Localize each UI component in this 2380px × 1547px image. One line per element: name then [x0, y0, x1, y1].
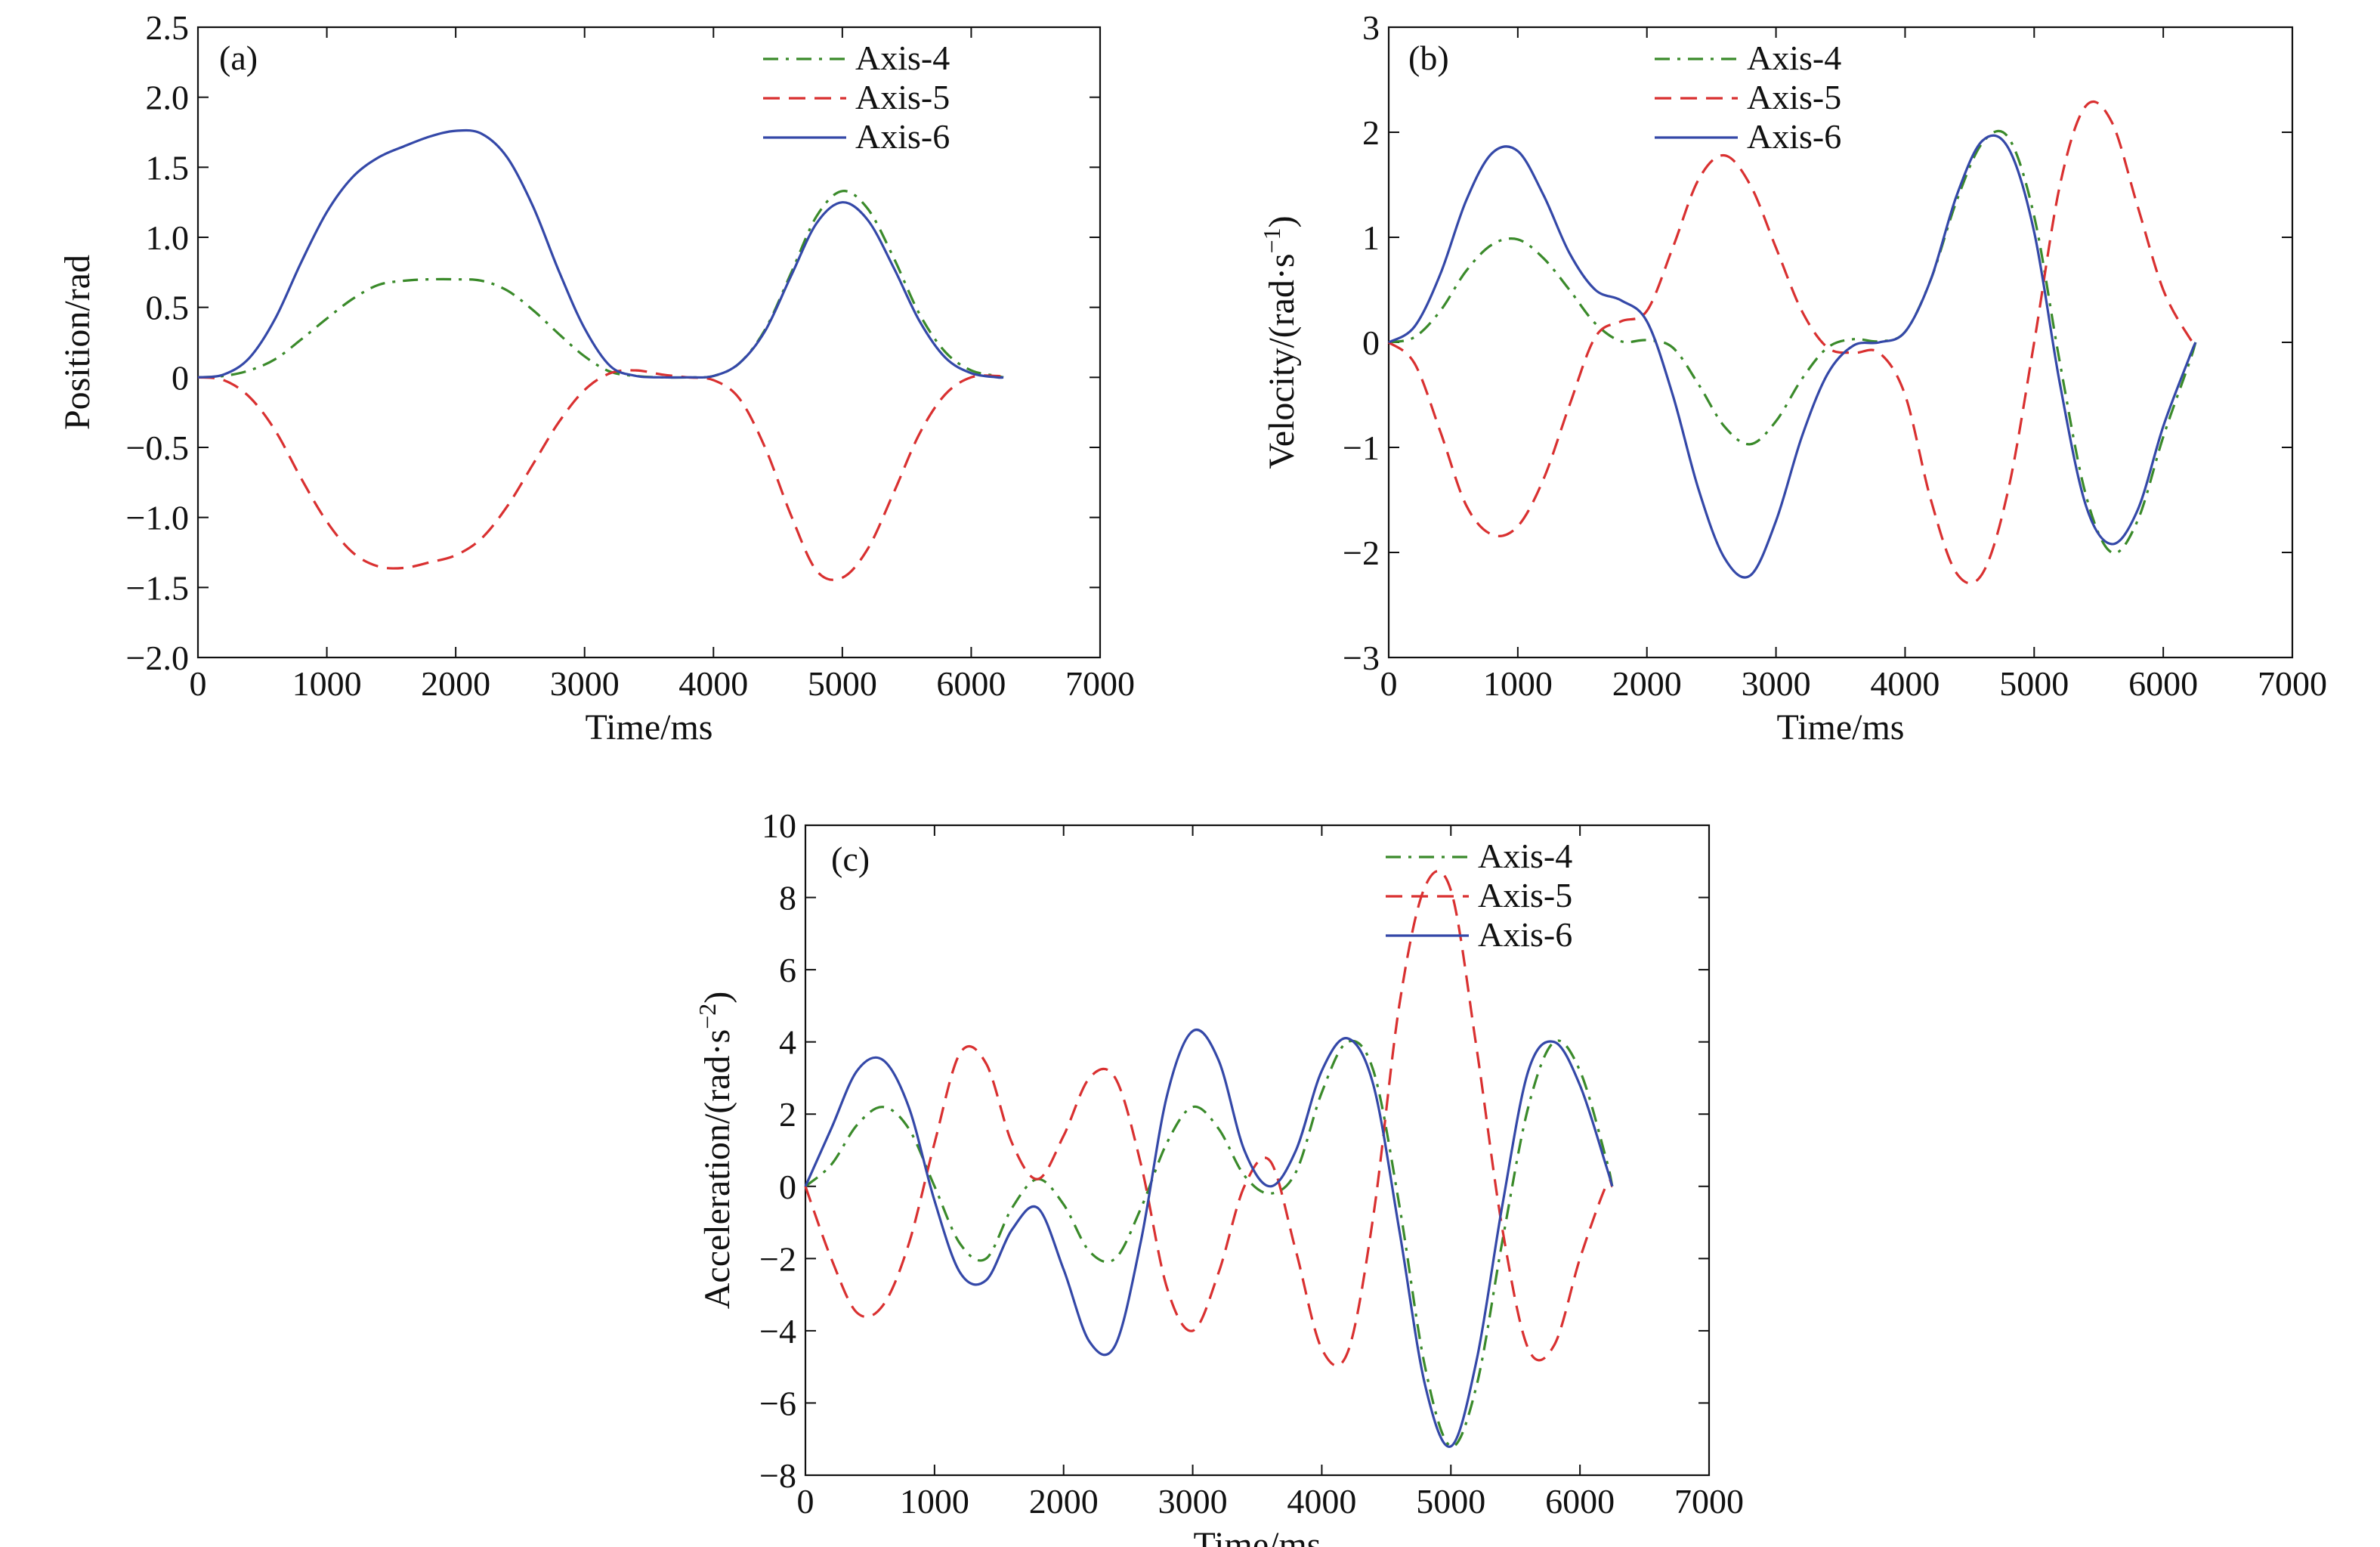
- x-tick-label: 3000: [1742, 664, 1811, 703]
- y-tick-label: −3: [1343, 639, 1380, 677]
- legend-label: Axis-6: [1747, 117, 1841, 156]
- x-tick-label: 4000: [678, 664, 748, 703]
- y-axis-title: Position/rad: [57, 255, 97, 430]
- y-tick-label: −2: [1343, 534, 1380, 572]
- y-tick-label: 0: [1362, 323, 1380, 362]
- series-line-axis-6: [1388, 134, 2197, 579]
- legend-label: Axis-5: [855, 78, 950, 116]
- x-tick-label: 1000: [900, 1482, 969, 1521]
- x-tick-label: 1000: [292, 664, 362, 703]
- y-tick-label: −8: [759, 1456, 796, 1495]
- series-line-axis-5: [804, 870, 1614, 1367]
- y-tick-label: 6: [779, 951, 796, 989]
- x-tick-label: 5000: [1999, 664, 2069, 703]
- legend-label: Axis-5: [1478, 876, 1572, 914]
- x-tick-label: 7000: [1065, 664, 1135, 703]
- x-tick-label: 6000: [936, 664, 1006, 703]
- x-tick-label: 0: [1380, 664, 1398, 703]
- chart-panel-a: 0 1000 2000 3000 4000 5000 6000 7000 −2.0 −1.5 −1.…: [57, 8, 1135, 747]
- x-tick-label: 5000: [1416, 1482, 1485, 1521]
- y-tick-label: 0: [779, 1168, 796, 1206]
- x-tick-label: 7000: [1674, 1482, 1744, 1521]
- x-tick-label: 2000: [1612, 664, 1682, 703]
- series-line-axis-4: [1388, 129, 2197, 555]
- y-tick-label: −6: [759, 1384, 796, 1422]
- y-axis-title: Velocity/(rad·s−1): [1258, 215, 1302, 469]
- x-tick-label: 2000: [1029, 1482, 1099, 1521]
- x-axis-title: Time/ms: [1194, 1525, 1321, 1547]
- x-tick-label: 6000: [2128, 664, 2198, 703]
- series-line-axis-4: [197, 190, 1004, 379]
- y-axis-title-text: Position/rad: [57, 255, 97, 430]
- legend-label: Axis-4: [1478, 837, 1572, 875]
- x-tick-label: 7000: [2258, 664, 2327, 703]
- y-tick-label: 3: [1362, 8, 1380, 47]
- y-tick-label: −2.0: [126, 639, 189, 677]
- series-line-axis-6: [197, 128, 1004, 379]
- x-tick-label: 2000: [421, 664, 490, 703]
- y-tick-label: −0.5: [126, 429, 189, 467]
- y-tick-label: 8: [779, 879, 796, 917]
- y-tick-label: −2: [759, 1239, 796, 1278]
- series-line-axis-4: [804, 1039, 1614, 1448]
- panel-label: (b): [1408, 39, 1449, 77]
- y-tick-label: 10: [762, 806, 796, 845]
- y-axis-title-exponent: −1: [1258, 227, 1285, 253]
- y-tick-label: −1.5: [126, 568, 189, 607]
- x-tick-label: 5000: [808, 664, 877, 703]
- y-tick-label: 2: [1362, 113, 1380, 152]
- y-axis-title-text: Velocity/(rad·s: [1262, 253, 1302, 469]
- legend-label: Axis-6: [1478, 915, 1572, 954]
- y-tick-label: 4: [779, 1023, 796, 1062]
- panel-label: (c): [831, 840, 870, 878]
- legend-label: Axis-6: [855, 117, 950, 156]
- y-tick-label: 2.5: [146, 8, 190, 47]
- x-tick-label: 0: [190, 664, 207, 703]
- x-tick-label: 0: [797, 1482, 814, 1521]
- x-axis-title: Time/ms: [586, 707, 713, 747]
- chart-panel-c: 0 1000 2000 3000 4000 5000 6000 7000 −8 −6 −4 −2 0 2 4…: [694, 806, 1744, 1547]
- plot-frame: [804, 824, 1711, 1477]
- y-tick-label: 2: [779, 1095, 796, 1134]
- y-tick-label: −1: [1343, 429, 1380, 467]
- y-tick-label: 2.0: [146, 79, 190, 117]
- y-tick-label: 1: [1362, 218, 1380, 257]
- y-axis-title-close: ): [697, 992, 737, 1004]
- panel-label: (a): [219, 39, 258, 77]
- x-axis-title: Time/ms: [1777, 707, 1905, 747]
- series-line-axis-5: [1387, 100, 2196, 585]
- y-tick-label: −4: [759, 1312, 796, 1351]
- x-tick-label: 4000: [1287, 1482, 1356, 1521]
- y-axis-title-text: Acceleration/(rad·s: [697, 1029, 737, 1309]
- y-axis-title-close: ): [1262, 215, 1302, 227]
- plot-frame: [196, 26, 1102, 659]
- y-axis-title: Acceleration/(rad·s−2): [694, 992, 737, 1309]
- x-tick-label: 1000: [1483, 664, 1553, 703]
- chart-panel-b: 0 1000 2000 3000 4000 5000 6000 7000 −3 −2 −1 0 1 2 3 T…: [1258, 8, 2327, 747]
- y-tick-label: 1.5: [146, 148, 190, 187]
- x-tick-label: 6000: [1545, 1482, 1615, 1521]
- series-line-axis-5: [197, 369, 1004, 581]
- y-axis-title-exponent: −2: [694, 1004, 721, 1029]
- series-line-axis-6: [804, 1029, 1614, 1448]
- y-tick-label: −1.0: [126, 499, 189, 537]
- x-tick-label: 4000: [1870, 664, 1940, 703]
- y-tick-label: 1.0: [146, 218, 190, 257]
- y-tick-label: 0.5: [146, 289, 190, 327]
- legend-label: Axis-4: [1747, 39, 1841, 77]
- x-tick-label: 3000: [1158, 1482, 1228, 1521]
- legend-label: Axis-5: [1747, 78, 1841, 116]
- x-tick-label: 3000: [550, 664, 620, 703]
- legend-label: Axis-4: [855, 39, 950, 77]
- y-tick-label: 0: [172, 358, 189, 397]
